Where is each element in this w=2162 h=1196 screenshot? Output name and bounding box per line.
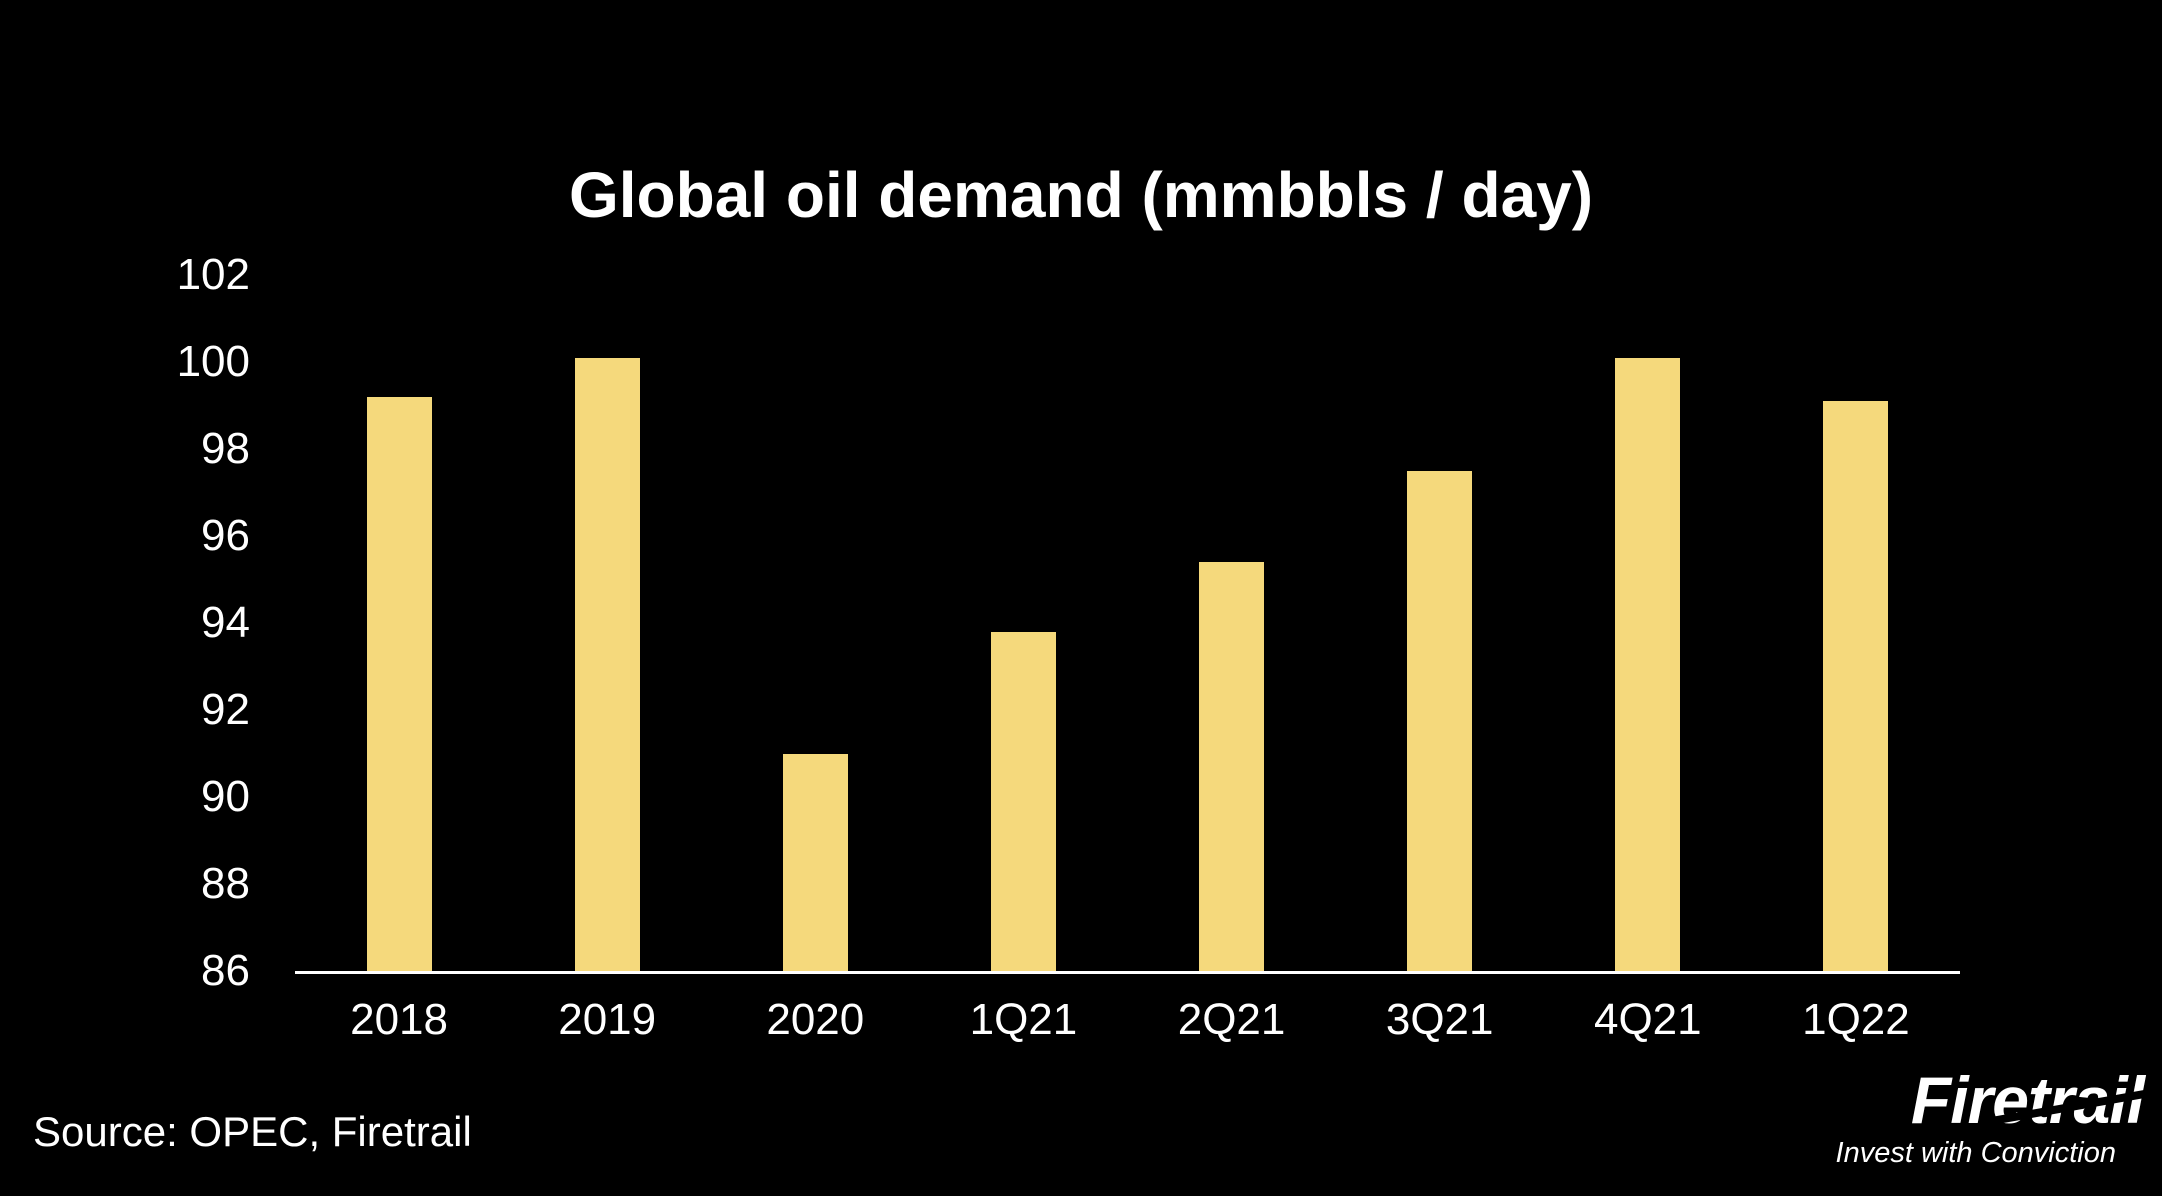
source-note: Source: OPEC, Firetrail <box>33 1108 472 1155</box>
x-tick-label: 3Q21 <box>1385 995 1494 1044</box>
bar-1Q22 <box>1823 401 1889 971</box>
x-axis-line <box>295 971 1960 974</box>
chart-title: Global oil demand (mmbbls / day) <box>568 159 1594 231</box>
logo-wordmark: Firetrail <box>1911 1065 2158 1135</box>
y-tick-label: 102 <box>176 250 250 299</box>
bar-4Q21 <box>1615 357 1681 971</box>
x-tick-label: 2020 <box>766 995 865 1044</box>
x-tick-label: 2018 <box>350 995 448 1044</box>
bar-2018 <box>366 396 432 971</box>
x-tick-label: 4Q21 <box>1593 995 1702 1044</box>
bar-1Q21 <box>990 631 1056 971</box>
bar-2019 <box>574 357 640 971</box>
x-tick-label: 1Q22 <box>1802 995 1910 1044</box>
y-tick-label: 90 <box>201 772 250 821</box>
y-tick-label: 100 <box>176 337 250 386</box>
y-tick-label: 88 <box>201 859 250 908</box>
logo-tagline: Invest with Conviction <box>1835 1137 2116 1170</box>
x-tick-label: 1Q21 <box>969 995 1078 1044</box>
y-tick-label: 86 <box>201 946 250 995</box>
bar-2Q21 <box>1199 562 1265 971</box>
y-tick-label: 96 <box>201 511 250 560</box>
y-tick-label: 92 <box>201 685 250 734</box>
y-tick-label: 94 <box>201 598 250 647</box>
x-tick-label: 2019 <box>558 995 657 1044</box>
y-tick-label: 98 <box>201 424 250 473</box>
bar-3Q21 <box>1407 470 1473 971</box>
firetrail-logo: Firetrail Invest with Conviction <box>1804 1065 2158 1170</box>
bar-2020 <box>782 753 848 971</box>
x-tick-label: 2Q21 <box>1177 995 1286 1044</box>
